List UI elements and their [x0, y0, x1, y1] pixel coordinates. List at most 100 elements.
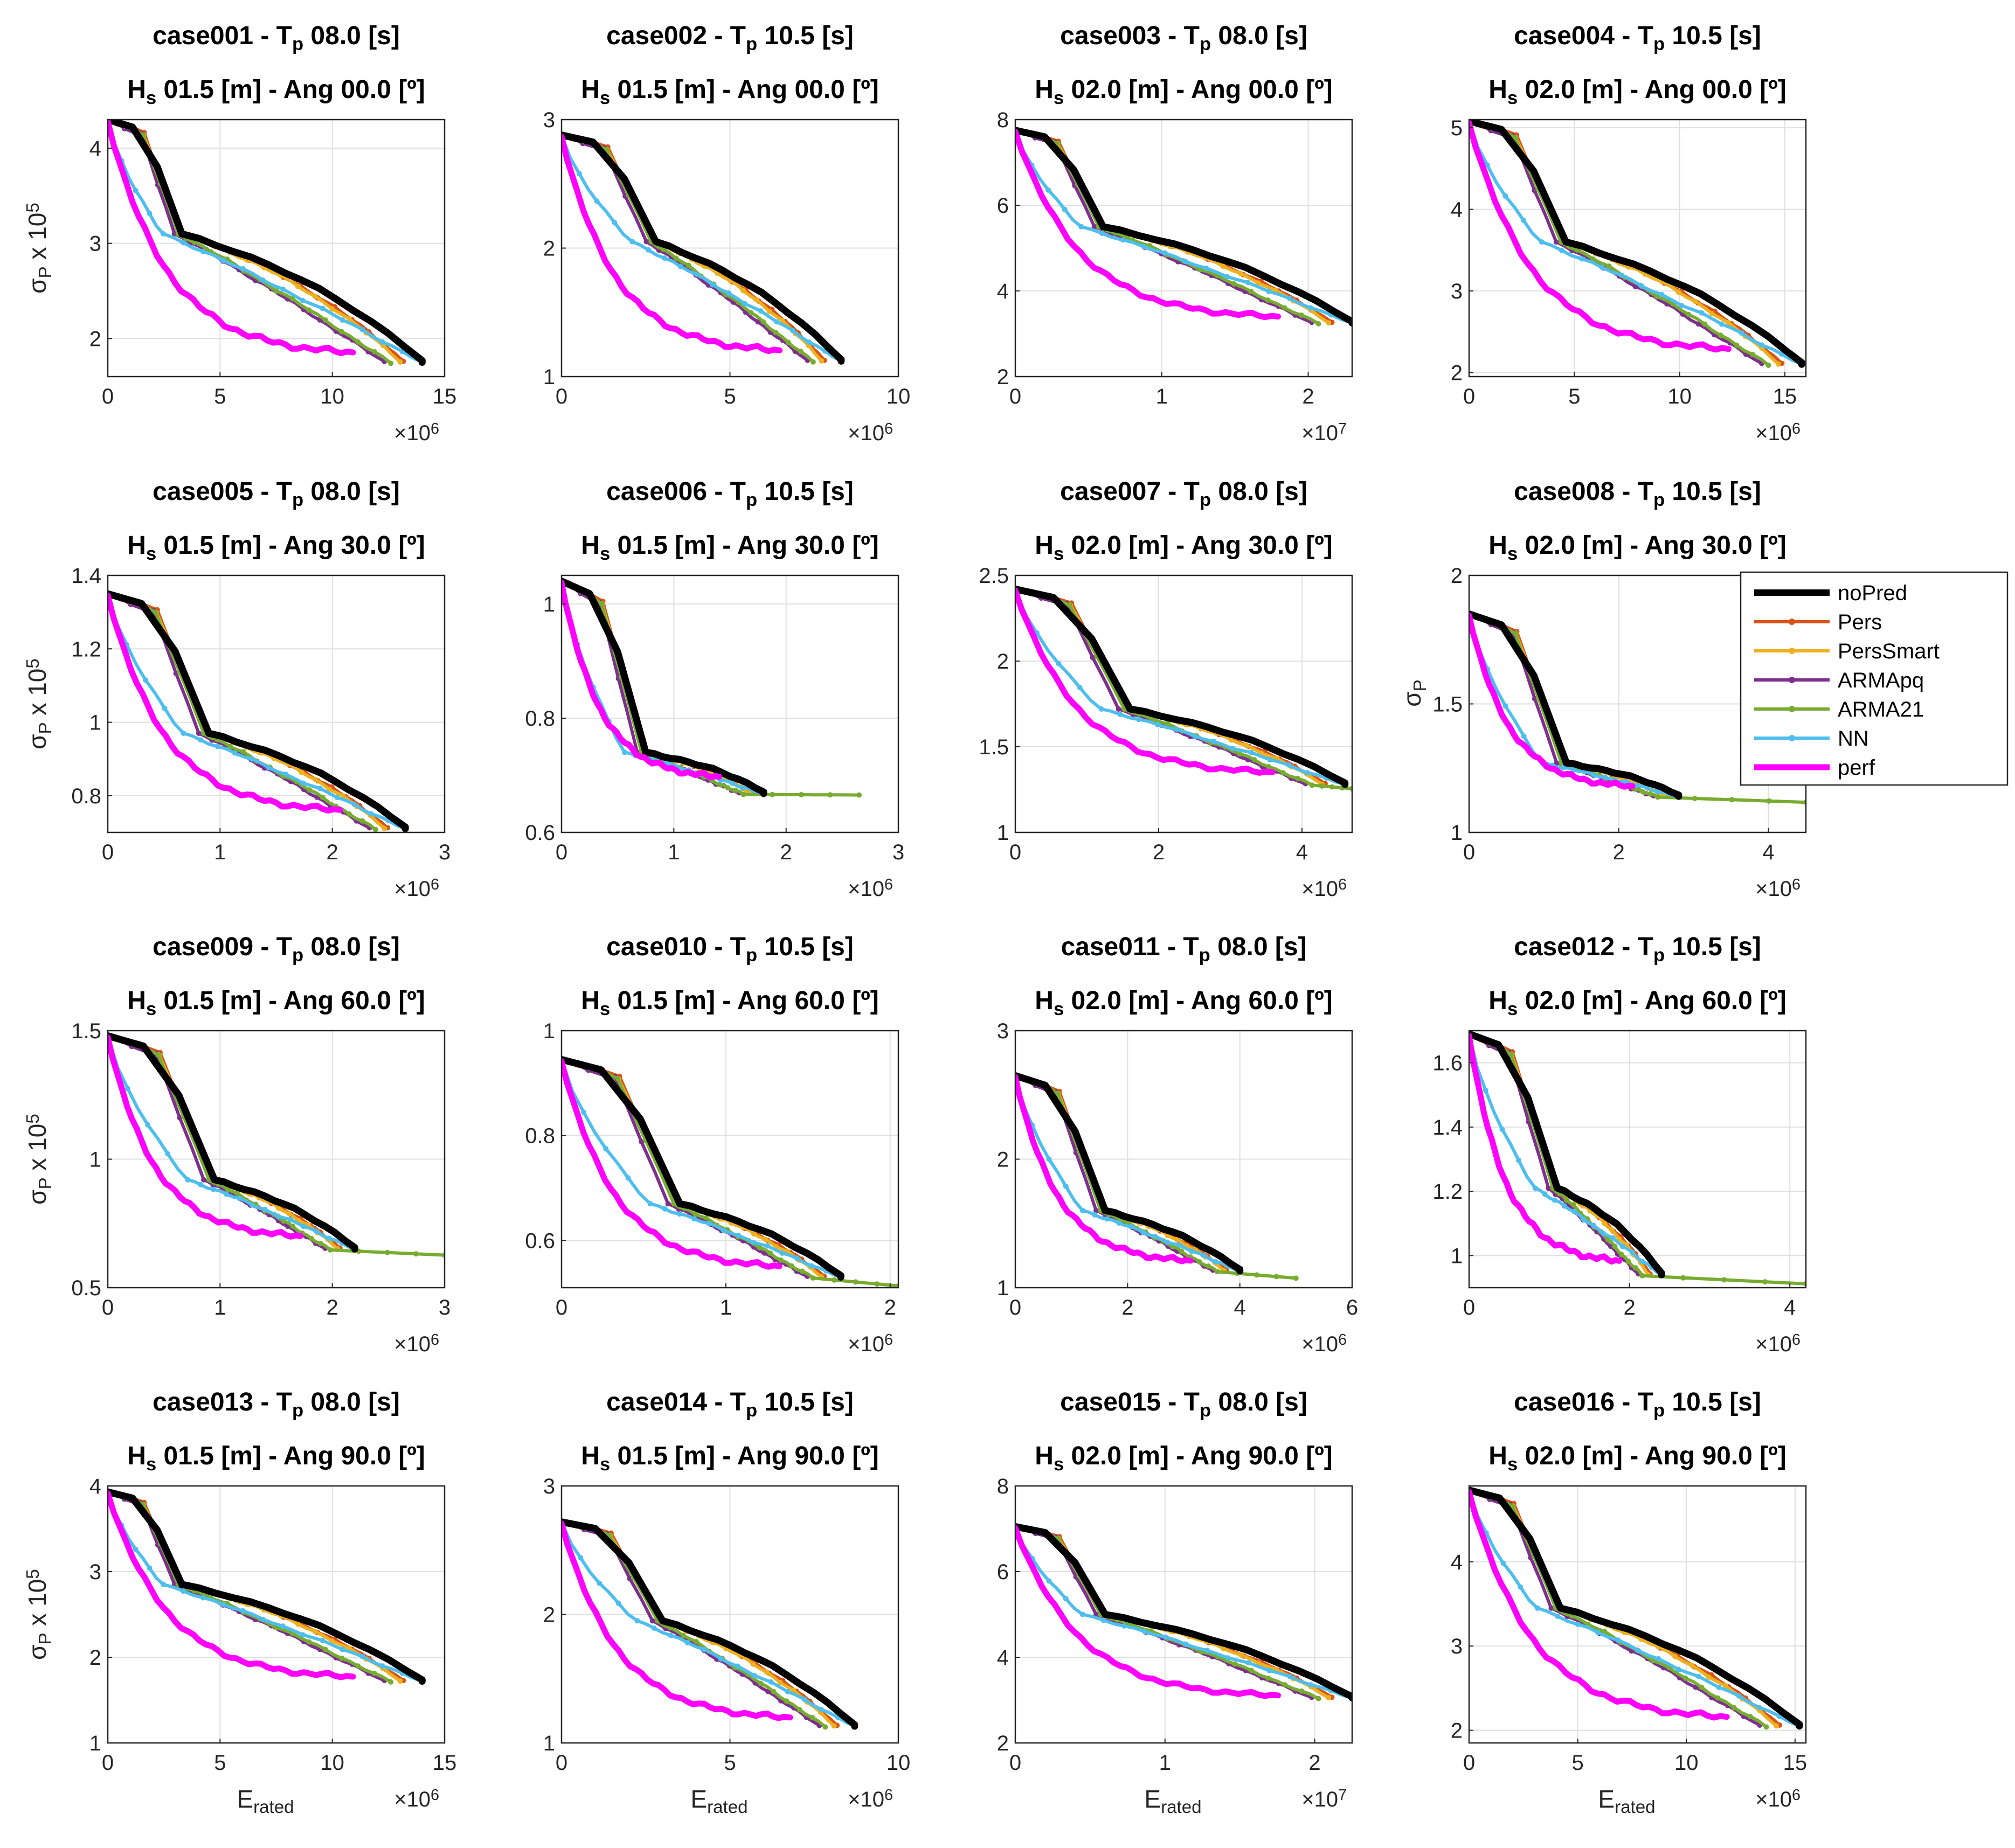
series-point-PersSmart	[382, 825, 387, 831]
series-point-NN	[275, 1213, 281, 1219]
series-point-PersSmart	[777, 1679, 783, 1685]
subplot-title-part-0: case010 - T	[606, 933, 746, 961]
series-point-ARMApq	[1090, 655, 1096, 661]
subplot-title-part-2: 08.0 [s]	[1211, 477, 1307, 506]
series-point-PersSmart	[313, 776, 318, 782]
x-tick-label: 2	[1308, 1751, 1320, 1775]
series-point-NN	[280, 286, 286, 292]
y-tick-label: 1	[543, 365, 555, 389]
x-exponent-power: 6	[884, 1331, 893, 1349]
series-point-NN	[625, 1175, 631, 1181]
series-point-NN	[1699, 310, 1705, 316]
series-point-ARMA21	[1721, 1277, 1727, 1283]
subplot-title-part-0: case004 - T	[1514, 22, 1653, 50]
subplot-title-part-2: 08.0 [s]	[1211, 1388, 1307, 1416]
series-point-NN	[1560, 765, 1566, 770]
series-line-NN	[562, 1058, 843, 1279]
subplot-subtitle-part-1: s	[146, 1454, 156, 1475]
series-point-NN	[597, 1580, 603, 1586]
series-point-NN	[1635, 1648, 1641, 1654]
subplot-subtitle-part-0: H	[127, 1442, 146, 1470]
series-point-ARMA21	[733, 788, 738, 793]
y-tick-label: 1	[89, 1732, 101, 1755]
subplot-subtitle-part-2: 01.5 [m] - Ang 30.0 [º]	[610, 531, 879, 560]
x-exponent-label: ×106	[1755, 1331, 1801, 1356]
series-point-ARMA21	[372, 826, 378, 832]
y-axis-label-part-1: P	[36, 1177, 56, 1189]
series-line-ARMApq	[1469, 1488, 1762, 1727]
series-point-PersSmart	[1243, 742, 1249, 748]
x-exponent-base: ×10	[1755, 877, 1792, 901]
x-tick-label: 2	[1623, 1296, 1635, 1319]
subplot-title: case004 - Tp 10.5 [s]	[1514, 22, 1761, 54]
series-point-NN	[1211, 739, 1217, 745]
series-point-NN	[161, 1581, 167, 1587]
series-group	[562, 1056, 898, 1288]
x-tick-label: 3	[439, 1296, 451, 1319]
y-tick-label: 0.8	[71, 784, 101, 808]
series-point-ARMA21	[156, 1052, 161, 1058]
series-point-ARMA21	[874, 1281, 880, 1287]
subplot-subtitle: Hs 02.0 [m] - Ang 00.0 [º]	[1035, 75, 1332, 108]
series-point-ARMA21	[740, 791, 746, 797]
series-point-ARMA21	[339, 329, 344, 335]
series-point-NN	[1128, 1224, 1134, 1229]
series-point-ARMA21	[153, 609, 159, 615]
x-exponent-base: ×10	[1755, 421, 1792, 445]
series-line-NN	[108, 1490, 424, 1683]
series-point-NN	[1516, 1157, 1522, 1163]
x-exponent-label: ×106	[1755, 420, 1801, 445]
y-tick-label: 1	[997, 821, 1009, 845]
x-exponent-label: ×107	[1301, 420, 1347, 445]
y-tick-label: 0.5	[71, 1276, 101, 1300]
series-point-NN	[1599, 265, 1605, 270]
series-point-ARMA21	[1309, 782, 1315, 788]
series-point-ARMA21	[227, 744, 233, 749]
series-point-ARMA21	[1509, 1503, 1515, 1509]
series-point-ARMA21	[1650, 1658, 1656, 1664]
series-point-NN	[758, 308, 764, 314]
y-tick-label: 1	[543, 1732, 555, 1755]
subplot-subtitle-part-1: s	[1507, 88, 1518, 108]
series-point-PersSmart	[766, 309, 772, 315]
x-tick-label: 5	[724, 1751, 736, 1775]
subplot-subtitle-part-1: s	[600, 999, 610, 1019]
subplot-title: case006 - Tp 10.5 [s]	[606, 477, 854, 510]
series-point-NN	[1499, 1127, 1505, 1133]
subplot-subtitle: Hs 02.0 [m] - Ang 00.0 [º]	[1488, 75, 1786, 108]
series-point-ARMA21	[673, 255, 679, 261]
series-point-NN	[181, 240, 186, 246]
subplot-title-part-2: 08.0 [s]	[1211, 22, 1307, 50]
x-tick-label: 5	[1568, 385, 1580, 408]
series-point-ARMA21	[1265, 297, 1271, 303]
y-tick-label: 2	[997, 1732, 1009, 1755]
x-axis-label-part-1: rated	[253, 1797, 294, 1817]
y-axis-label-part-0: σ	[23, 734, 51, 749]
series-point-NN	[1116, 1220, 1122, 1226]
series-point-NN	[1077, 685, 1083, 690]
series-point-ARMA21	[810, 1275, 816, 1281]
series-line-perf	[1015, 129, 1281, 321]
subplot-title-part-2: 10.5 [s]	[757, 22, 854, 50]
series-point-ARMA21	[1766, 798, 1772, 804]
series-point-ARMA21	[717, 782, 723, 788]
subplot-title-part-0: case006 - T	[606, 477, 746, 506]
subplot-subtitle-part-0: H	[1488, 1442, 1507, 1470]
y-tick-label: 3	[543, 1475, 555, 1498]
subplot-title-part-2: 10.5 [s]	[757, 933, 854, 961]
legend: noPred Pers PersSmart ARMApq ARMA21 NN perf	[1740, 571, 2009, 786]
series-line-NN	[108, 592, 407, 830]
x-tick-label: 1	[720, 1296, 732, 1319]
series-point-NN	[1230, 746, 1235, 752]
series-point-ARMA21	[290, 296, 295, 302]
series-point-NN	[1502, 193, 1508, 199]
subplot-title: case001 - Tp 08.0 [s]	[153, 22, 400, 54]
series-point-NN	[1121, 1623, 1127, 1629]
series-point-NN	[1267, 757, 1273, 763]
subplot-title-part-0: case014 - T	[606, 1388, 746, 1416]
series-point-NN	[1063, 1596, 1069, 1602]
series-group	[562, 131, 845, 365]
y-axis-label-part-2: x 10	[23, 1124, 51, 1178]
